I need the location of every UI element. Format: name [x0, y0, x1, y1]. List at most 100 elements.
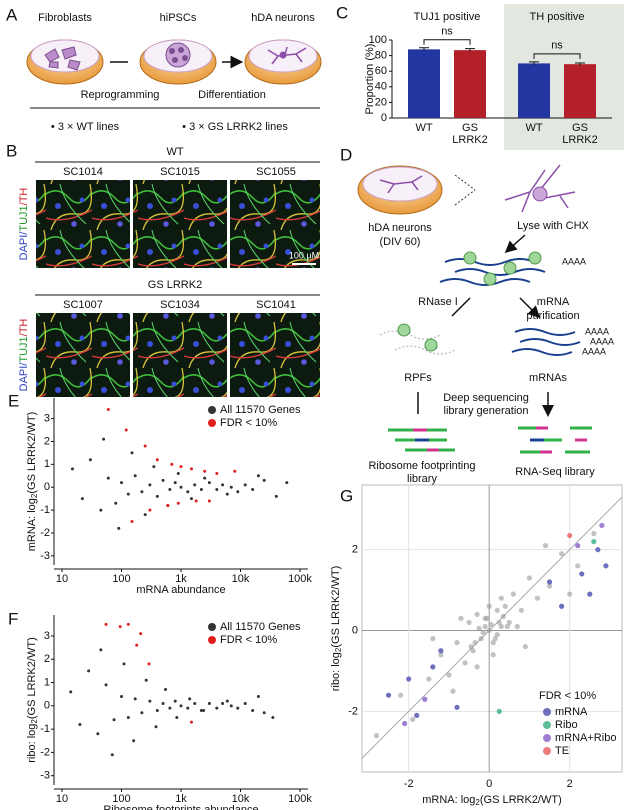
- mrnas: [511, 328, 581, 356]
- y-tick-label: -2: [40, 746, 50, 758]
- neuron: [379, 175, 423, 194]
- point: [575, 543, 581, 549]
- point: [506, 619, 512, 626]
- bar-label-line: GS: [572, 122, 588, 134]
- point: [140, 490, 144, 494]
- point: [194, 499, 198, 503]
- point: [251, 488, 255, 492]
- y-tick-label: 2: [44, 653, 50, 665]
- point: [78, 722, 82, 726]
- stain: /TH: [18, 319, 30, 337]
- point: [215, 706, 219, 710]
- point: [522, 644, 529, 650]
- ribo-library: [388, 428, 455, 452]
- point: [518, 607, 524, 613]
- point: [243, 701, 247, 705]
- point: [438, 648, 444, 654]
- point: [484, 615, 490, 621]
- point: [470, 648, 476, 654]
- point: [199, 488, 203, 492]
- stain: TUJ1: [18, 336, 30, 362]
- point: [144, 678, 148, 682]
- y-tick-label: -3: [40, 550, 50, 562]
- point: [482, 623, 488, 630]
- point: [126, 715, 130, 719]
- significance-label: ns: [551, 40, 563, 52]
- y-tick-label: 2: [352, 544, 358, 556]
- label-part: 2: [30, 493, 39, 498]
- point: [148, 508, 152, 512]
- y-tick-label: 2: [44, 435, 50, 447]
- sample-label: SC1014: [63, 166, 103, 178]
- dish: [244, 39, 322, 85]
- point: [496, 619, 502, 626]
- point: [202, 708, 206, 712]
- point: [70, 467, 74, 471]
- point: [166, 504, 170, 508]
- point: [164, 688, 168, 692]
- point: [466, 619, 472, 626]
- y-tick-label: 0: [44, 700, 50, 712]
- point: [99, 648, 103, 652]
- point: [385, 692, 392, 698]
- micrograph: [230, 313, 320, 397]
- bar-label-line: LRRK2: [452, 134, 487, 146]
- point: [88, 458, 92, 462]
- point: [152, 465, 156, 469]
- point: [486, 603, 492, 609]
- stain: /TH: [18, 188, 30, 206]
- point: [69, 690, 73, 694]
- group-title: WT: [166, 146, 183, 158]
- point: [175, 715, 179, 719]
- step-label: RPFs: [404, 372, 432, 384]
- neuron-body: [532, 186, 548, 202]
- point: [534, 595, 541, 601]
- point: [603, 563, 609, 569]
- point: [139, 632, 143, 636]
- x-axis-label: mRNA abundance: [136, 584, 225, 596]
- point: [559, 551, 565, 557]
- point: [189, 497, 193, 501]
- category-label: TUJ1 positive: [414, 11, 481, 23]
- legend-label: All 11570 Genes: [220, 621, 301, 633]
- bar-label: WT: [525, 122, 542, 134]
- point: [207, 701, 211, 705]
- x-tick-label: 10: [56, 573, 68, 585]
- y-tick-label: 60: [375, 65, 387, 77]
- point: [118, 625, 122, 629]
- point: [106, 407, 110, 411]
- point: [168, 706, 172, 710]
- point: [126, 492, 130, 496]
- stain-label: DAPI/TUJ1/TH: [18, 188, 30, 261]
- y-tick-label: 3: [44, 412, 50, 424]
- point: [490, 640, 496, 646]
- bar-label-line: WT: [415, 122, 432, 134]
- point: [262, 478, 266, 482]
- point: [126, 622, 130, 626]
- ribosomes: [463, 251, 542, 286]
- panel-d: hDA neurons (DIV 60) Lyse with CHX AAAA …: [357, 164, 614, 485]
- y-tick-label: -3: [40, 770, 50, 782]
- label-part: (GS LRRK2/WT): [26, 412, 38, 494]
- point: [595, 547, 601, 553]
- point: [221, 701, 225, 705]
- sample-label: SC1041: [256, 299, 296, 311]
- point: [179, 465, 183, 469]
- x-tick-label: 10k: [232, 793, 250, 805]
- y-axis-label: ribo: log2(GS LRRK2/WT): [330, 566, 343, 692]
- point: [186, 706, 190, 710]
- point: [591, 538, 597, 545]
- point: [189, 720, 193, 724]
- point: [492, 636, 498, 642]
- panel-label: F: [8, 609, 18, 628]
- point: [414, 712, 420, 719]
- legend-label: TE: [555, 745, 569, 757]
- point: [161, 478, 165, 482]
- step-label: Lyse with CHX: [517, 220, 589, 232]
- label-part: 2: [30, 719, 39, 724]
- point: [236, 706, 240, 710]
- step-label: Differentiation: [198, 89, 266, 101]
- point: [203, 469, 207, 473]
- x-tick-label: 100: [112, 793, 130, 805]
